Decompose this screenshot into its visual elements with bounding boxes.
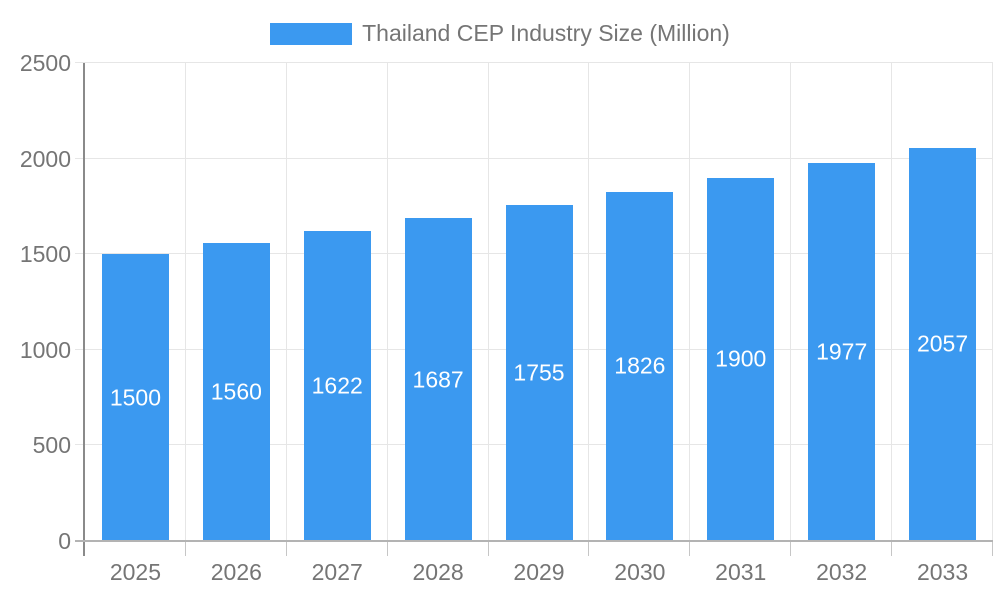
gridline-h [85,157,993,159]
x-axis-baseline [75,540,993,542]
x-tick-mark [386,541,388,556]
bar-2026[interactable] [202,242,270,541]
x-tick-mark [992,541,993,556]
x-tick-mark [184,541,186,556]
bar-2032[interactable] [808,162,876,541]
x-tick-mark [689,541,691,556]
bar-value-label: 1826 [614,352,666,379]
gridline-v [689,63,691,541]
bar-value-label: 1622 [311,372,363,399]
bar-2025[interactable] [101,254,169,541]
y-tick-mark [75,444,85,446]
x-tick-label: 2029 [513,559,565,585]
bar-value-label: 2057 [916,330,969,357]
y-tick-mark [75,62,85,63]
y-tick-mark [75,348,85,350]
x-tick-label: 2027 [311,559,363,585]
bar-value-label: 1900 [715,345,767,372]
bar-value-label: 1500 [109,384,162,411]
y-axis-line [83,63,85,556]
y-tick-label: 2500 [19,50,71,76]
y-tick-label: 1500 [19,241,71,268]
legend[interactable]: Thailand CEP Industry Size (Million) [0,20,1000,47]
x-tick-label: 2026 [210,559,262,585]
gridline-v [487,63,489,541]
bar-value-label: 1977 [816,338,868,365]
gridline-v [992,63,993,541]
x-tick-mark [588,541,590,556]
gridline-v [891,63,893,541]
bar-2030[interactable] [606,191,674,541]
x-tick-label: 2033 [916,559,969,585]
y-tick-label: 500 [32,432,71,459]
x-tick-mark [285,541,287,556]
bar-2029[interactable] [505,205,573,541]
legend-label: Thailand CEP Industry Size (Million) [362,20,730,46]
bar-2031[interactable] [707,177,775,541]
bar-value-label: 1687 [412,366,464,393]
y-tick-label: 0 [58,528,71,554]
gridline-h [85,62,993,63]
bar-2033[interactable] [909,147,977,541]
bar-2027[interactable] [303,230,371,541]
gridline-v [386,63,388,541]
y-tick-label: 1000 [19,336,71,363]
y-tick-mark [75,253,85,255]
gridline-v [285,63,287,541]
x-tick-label: 2032 [816,559,868,585]
x-tick-mark [891,541,893,556]
y-tick-mark [75,157,85,159]
x-tick-label: 2025 [109,559,162,585]
bar-value-label: 1560 [210,378,262,405]
gridline-v [588,63,590,541]
x-tick-label: 2030 [614,559,666,585]
x-tick-mark [487,541,489,556]
x-tick-label: 2031 [715,559,767,585]
y-tick-label: 2000 [19,145,71,172]
x-tick-mark [790,541,792,556]
bar-2028[interactable] [404,218,472,541]
x-tick-label: 2028 [412,559,464,585]
gridline-v [790,63,792,541]
legend-swatch [270,22,353,45]
gridline-v [184,63,186,541]
bar-value-label: 1755 [513,359,565,386]
